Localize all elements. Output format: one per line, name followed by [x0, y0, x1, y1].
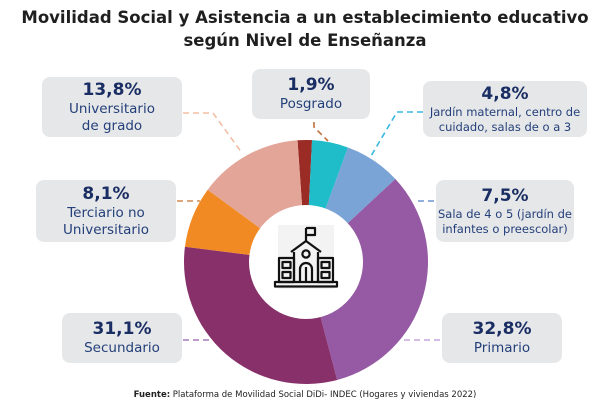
leader-line-universitario	[183, 112, 243, 154]
label-jardin-pct: 4,8%	[481, 83, 529, 104]
label-sala-pct: 7,5%	[481, 185, 529, 206]
chart-title: Movilidad Social y Asistencia a un estab…	[0, 6, 610, 52]
source-text: Plataforma de Movilidad Social DiDi- IND…	[170, 390, 477, 400]
label-terciario: 8,1% Terciario no Universitario	[36, 180, 176, 242]
label-jardin-line1: Jardín maternal, centro de	[429, 104, 581, 119]
label-terciario-line1: Terciario no	[67, 204, 145, 221]
source-note: Fuente: Plataforma de Movilidad Social D…	[0, 390, 610, 400]
label-sala-line2: infantes o preescolar)	[442, 221, 568, 236]
chart-title-line1: Movilidad Social y Asistencia a un estab…	[21, 8, 589, 27]
chart-title-line2: según Nivel de Enseñanza	[183, 31, 427, 50]
label-universitario-pct: 13,8%	[82, 79, 142, 100]
slice-primario	[306, 178, 429, 380]
source-prefix: Fuente:	[133, 390, 171, 400]
label-posgrado-pct: 1,9%	[287, 75, 335, 95]
label-sala-line1: Sala de 4 o 5 (jardín de	[438, 206, 572, 221]
label-universitario-line2: de grado	[81, 117, 143, 134]
label-terciario-pct: 8,1%	[82, 183, 130, 204]
school-building-icon	[273, 225, 339, 289]
label-posgrado: 1,9% Posgrado	[252, 69, 370, 119]
label-jardin-line2: cuidado, salas de o a 3	[438, 119, 572, 134]
label-primario-pct: 32,8%	[472, 319, 532, 339]
label-posgrado-line1: Posgrado	[279, 96, 343, 112]
leader-line-posgrado	[313, 122, 329, 142]
label-primario: 32,8% Primario	[442, 313, 562, 363]
leader-lines	[177, 111, 442, 341]
label-universitario-line1: Universitario	[69, 100, 155, 117]
label-terciario-line2: Universitario	[63, 221, 149, 238]
slice-posgrado	[297, 140, 313, 262]
label-secundario-pct: 31,1%	[92, 319, 152, 339]
label-secundario-line1: Secundario	[84, 340, 160, 356]
label-primario-line1: Primario	[473, 340, 531, 356]
label-sala: 7,5% Sala de 4 o 5 (jardín de infantes o…	[436, 180, 574, 242]
label-universitario: 13,8% Universitario de grado	[42, 77, 182, 137]
leader-line-jardin-maternal	[370, 111, 423, 157]
label-secundario: 31,1% Secundario	[62, 313, 182, 363]
label-jardin: 4,8% Jardín maternal, centro de cuidado,…	[423, 81, 587, 137]
